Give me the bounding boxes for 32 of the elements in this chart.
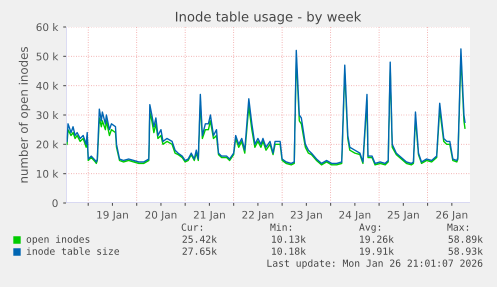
x-tick-label: 23 Jan [290,210,322,221]
text: 58.93k [448,247,483,255]
text: Last update: Mon Jan 26 21:01:07 2026 [267,259,482,269]
text: 19.91k [360,247,394,255]
y-tick-label: 40 k [36,82,58,90]
x-tick-label: 22 Jan [242,210,274,221]
y-tick-label: 10 k [36,170,58,178]
x-tick-label: 24 Jan [339,210,370,221]
y-tick-label: 60 k [36,23,58,32]
text: Max: [447,224,468,231]
text: Avg: [359,224,380,233]
legend-label: open inodes [26,235,90,245]
text: 58.89k [448,235,483,243]
y-axis-title: number of open inodes [18,47,30,182]
text: 27.65k [182,247,217,255]
legend-label: inode table size [26,247,120,255]
x-tick-label: 25 Jan [388,210,419,221]
text: 25.42k [182,235,217,243]
text: Cur: [182,223,202,231]
y-tick-label: 30 k [36,111,58,120]
x-tick-label: 26 Jan [436,210,468,221]
text: 19.26k [360,235,394,243]
x-tick-label: 20 Jan [145,210,176,221]
y-tick-label: 20 k [36,140,58,148]
y-tick-label: 0 [52,199,58,208]
chart-title: Inode table usage - by week [176,11,362,24]
text: 10.18k [272,247,306,255]
y-tick-label: 50 k [36,52,58,60]
x-tick-label: 19 Jan [97,210,128,221]
text: Min: [270,223,292,231]
x-tick-label: 21 Jan [194,210,225,221]
text: 10.13k [272,235,306,243]
